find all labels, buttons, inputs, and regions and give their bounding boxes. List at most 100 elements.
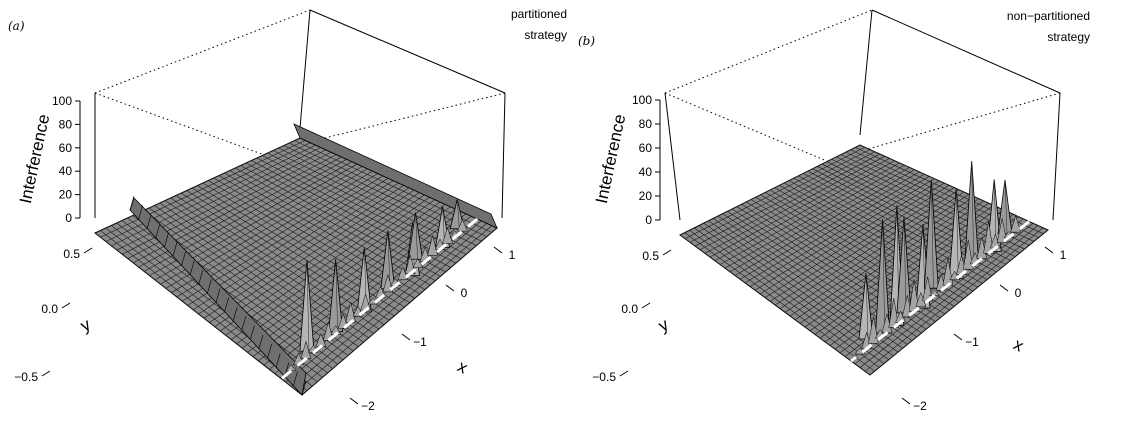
- box-edge: [859, 9, 873, 136]
- surface-mesh-line: [799, 198, 979, 324]
- x-tick-label: 1: [509, 248, 516, 262]
- x-tick-label: −1: [965, 335, 979, 349]
- x-tick-label: −1: [413, 335, 427, 349]
- surface-mesh-line: [94, 232, 303, 396]
- x-tick: [401, 333, 411, 341]
- panel-a-partitioned: 0 20 40 60 80 100 Interference 0.5 0.0 −0.5 y 1 0 −1 −…: [8, 7, 567, 413]
- box-edge: [299, 9, 311, 129]
- surface-mesh-line: [290, 223, 487, 387]
- y-tick-label: −0.5: [592, 370, 616, 384]
- ridge-line: [301, 380, 307, 396]
- box-edge: [501, 92, 506, 219]
- surface-mesh-line: [694, 227, 885, 364]
- panel-label: (b): [578, 34, 595, 48]
- peak-edge: [387, 230, 391, 289]
- ridge-line: [258, 334, 264, 349]
- ridge-line: [155, 223, 161, 238]
- z-tick-label: 60: [59, 141, 73, 155]
- x-tick: [999, 284, 1009, 292]
- x-tick-label: 0: [1015, 286, 1022, 300]
- surface-mesh-line: [869, 229, 1049, 376]
- y-tick: [41, 370, 51, 377]
- surface-mesh-line: [864, 227, 1044, 372]
- y-tick: [61, 302, 71, 309]
- box-edge: [871, 9, 1061, 94]
- x-tick: [953, 333, 963, 341]
- strategy-annotation: partitioned: [511, 7, 567, 21]
- ridge-line: [232, 306, 238, 322]
- peak-edge: [1004, 179, 1008, 234]
- ridge-line: [189, 260, 195, 275]
- z-tick-label: 40: [639, 165, 653, 179]
- surface-mesh-line: [301, 227, 498, 396]
- ridge-line: [293, 371, 298, 386]
- ridge-line: [129, 195, 135, 211]
- peak-edge: [306, 259, 310, 352]
- z-tick-label: 0: [65, 211, 72, 225]
- ridge-line: [207, 279, 212, 294]
- y-tick: [83, 247, 93, 254]
- y-tick-label: 0.5: [642, 249, 659, 263]
- y-tick-label: 0.0: [621, 302, 638, 316]
- surface-mesh-line: [241, 201, 441, 349]
- box-edge: [1052, 92, 1061, 221]
- surface-mesh-line: [258, 208, 456, 362]
- box-edge-dotted: [664, 9, 873, 94]
- surface-mesh-line: [186, 190, 390, 321]
- x-tick: [493, 246, 503, 254]
- peak-edge: [882, 219, 885, 334]
- box-edge-dotted: [864, 92, 1061, 151]
- ridge-line: [215, 288, 221, 303]
- x-tick: [1044, 246, 1054, 254]
- z-axis-title: Interference: [16, 113, 53, 206]
- surface-mesh-line: [285, 220, 482, 383]
- surface-mesh-line: [854, 223, 1034, 365]
- z-tick-label: 80: [639, 117, 653, 131]
- z-tick-label: 40: [59, 164, 73, 178]
- y-tick: [619, 370, 629, 377]
- box-edge-dotted: [304, 92, 506, 144]
- ridge-line: [275, 353, 281, 368]
- z-tick-label: 100: [52, 94, 72, 108]
- surface-bump: [442, 226, 453, 244]
- panel-label: (a): [8, 19, 25, 33]
- surface-bump: [382, 273, 394, 293]
- peak-edge: [335, 259, 338, 332]
- surface-mesh-line: [225, 194, 425, 336]
- surface-mesh-line: [679, 234, 871, 376]
- surface-mesh-line: [214, 189, 415, 328]
- surface-mesh-line: [859, 225, 1039, 368]
- x-axis-title: x: [1010, 335, 1027, 356]
- peak-edge: [903, 216, 907, 313]
- x-tick: [445, 284, 455, 292]
- surface-bump: [323, 320, 334, 341]
- strategy-annotation: strategy: [524, 28, 567, 42]
- surface-mesh-line: [784, 191, 965, 313]
- ridge-line: [146, 214, 152, 229]
- box-edge-dotted: [94, 92, 301, 169]
- interference-peak: [408, 212, 423, 260]
- surface-mesh-line: [143, 210, 349, 356]
- surface-bump: [427, 235, 438, 256]
- ridge-line: [267, 343, 272, 359]
- interference-peak: [997, 179, 1013, 235]
- surface-bump: [412, 258, 424, 268]
- surface-mesh-line: [698, 225, 889, 360]
- x-tick-label: 1: [1060, 248, 1067, 262]
- ridge-line: [172, 242, 178, 257]
- box-edge: [309, 9, 506, 94]
- y-tick-label: 0.0: [41, 302, 58, 316]
- peak-edge: [971, 161, 975, 264]
- surface-mesh-line: [689, 230, 880, 368]
- ridge-line: [181, 251, 186, 266]
- strategy-annotation: non−partitioned: [1007, 9, 1090, 23]
- y-tick-label: −0.5: [14, 370, 38, 384]
- y-axis-title: y: [655, 315, 672, 336]
- surface-mesh-line: [789, 193, 970, 317]
- peak-edge: [456, 199, 460, 229]
- surface-mesh-line: [203, 185, 404, 319]
- surface-bump: [1010, 214, 1021, 233]
- boundary-dashed-line: [280, 217, 479, 380]
- z-axis-title: Interference: [592, 113, 629, 206]
